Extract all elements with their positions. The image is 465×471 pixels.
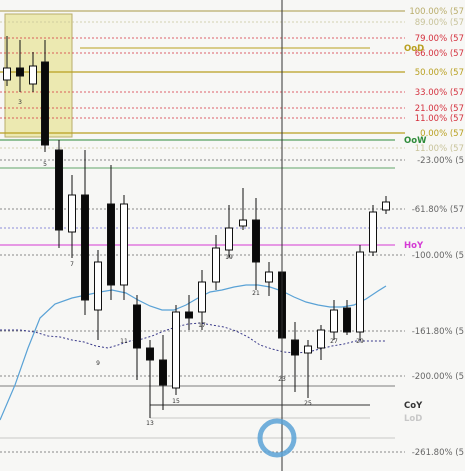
fib-level-label: -23.00% (5 [417,156,464,166]
candlestick[interactable] [252,198,260,290]
key-level-label: HoY [404,241,424,251]
candlestick[interactable] [225,205,233,258]
candlestick[interactable] [41,40,49,152]
candlestick[interactable] [68,175,76,258]
fib-level-label: 66.00% (57 [415,49,464,59]
candle-body [68,194,76,233]
candle-body [16,67,24,77]
candle-body [265,271,273,283]
candle-body [172,311,180,389]
fib-level-label: -61.80% (57 [412,205,464,215]
moving-average-line [0,284,387,421]
candlestick[interactable] [212,235,220,290]
candle-body [198,281,206,313]
candle-body [185,311,193,319]
key-level-label: LoD [404,414,422,424]
candle-body [133,304,141,349]
candle-body [239,219,247,227]
candlestick[interactable] [120,195,128,300]
candle-index-label: 21 [252,290,260,297]
fib-level-label: 11.00% (57 [415,144,464,154]
fib-level-label: 21.00% (57 [415,104,464,114]
candlestick[interactable] [133,295,141,380]
fib-level-label: -161.80% (5 [412,327,464,337]
candlestick[interactable] [55,140,63,248]
candle-index-label: 23 [278,376,286,383]
candlestick[interactable] [172,305,180,395]
fib-level-label: 89.00% (57 [415,18,464,28]
candle-body [41,61,49,146]
key-level-label: OoD [404,44,424,54]
candle-index-label: 7 [70,261,74,268]
candle-index-label: 3 [18,99,22,106]
candle-body [212,247,220,283]
fib-level-label: -100.00% (5 [412,251,464,261]
candlestick[interactable] [198,270,206,330]
candle-body [146,347,154,361]
candle-index-label: 9 [96,360,100,367]
cursor-ring [257,418,297,458]
candlestick[interactable] [382,196,390,214]
opening-range-box [4,13,73,138]
key-level-label: CoY [404,401,423,411]
candlestick[interactable] [107,165,115,300]
fib-level-label: 50.00% (57 [415,68,464,78]
candlestick[interactable] [81,150,89,315]
candlestick[interactable] [3,36,11,86]
candle-index-label: 25 [304,400,312,407]
candle-body [330,309,338,333]
candle-body [317,329,325,349]
candle-body [291,339,299,356]
key-level-label: OoW [404,136,427,146]
candle-body [94,261,102,311]
candlestick[interactable] [330,300,338,340]
candle-index-label: 11 [120,338,128,345]
candlestick[interactable] [369,205,377,256]
candle-body [55,149,63,231]
candle-body [3,67,11,81]
candlestick[interactable] [265,262,273,296]
fib-level-label: 79.00% (57 [415,34,464,44]
fib-level-label: 33.00% (57 [415,88,464,98]
dotted-indicator-line [0,322,386,354]
candle-body [107,203,115,286]
candle-index-label: 19 [225,254,233,261]
candle-body [159,359,167,386]
candle-body [382,201,390,211]
candlestick[interactable] [185,295,193,330]
candle-body [120,203,128,286]
candlestick[interactable] [343,300,351,335]
candle-body [29,65,37,85]
candle-body [304,345,312,354]
candlestick[interactable] [159,335,167,410]
fib-level-label: 0.00% (57 [420,129,464,139]
candle-body [369,211,377,253]
candle-index-label: 13 [146,420,154,427]
candle-index-label: 5 [43,161,47,168]
candle-body [81,194,89,301]
fib-level-label: 100.00% (57 [409,7,464,17]
candlestick[interactable] [304,340,312,398]
candlestick[interactable] [239,188,247,230]
candlestick[interactable] [94,250,102,340]
candle-index-label: 29 [356,338,364,345]
candle-index-label: 27 [330,338,338,345]
candle-body [343,307,351,333]
candle-body [356,251,364,333]
candle-index-label: 17 [198,322,206,329]
candlestick[interactable] [16,40,24,92]
candle-body [225,227,233,251]
fib-level-label: 11.00% (57 [415,114,464,124]
fib-level-label: -261.80% (5 [412,448,464,458]
candle-index-label: 15 [172,398,180,405]
candle-body [252,219,260,263]
candlestick[interactable] [146,340,154,418]
fib-level-label: -200.00% (5 [412,372,464,382]
candlestick[interactable] [29,52,37,92]
candlestick[interactable] [291,322,299,392]
candlestick[interactable] [356,245,364,340]
candlestick[interactable] [317,325,325,360]
